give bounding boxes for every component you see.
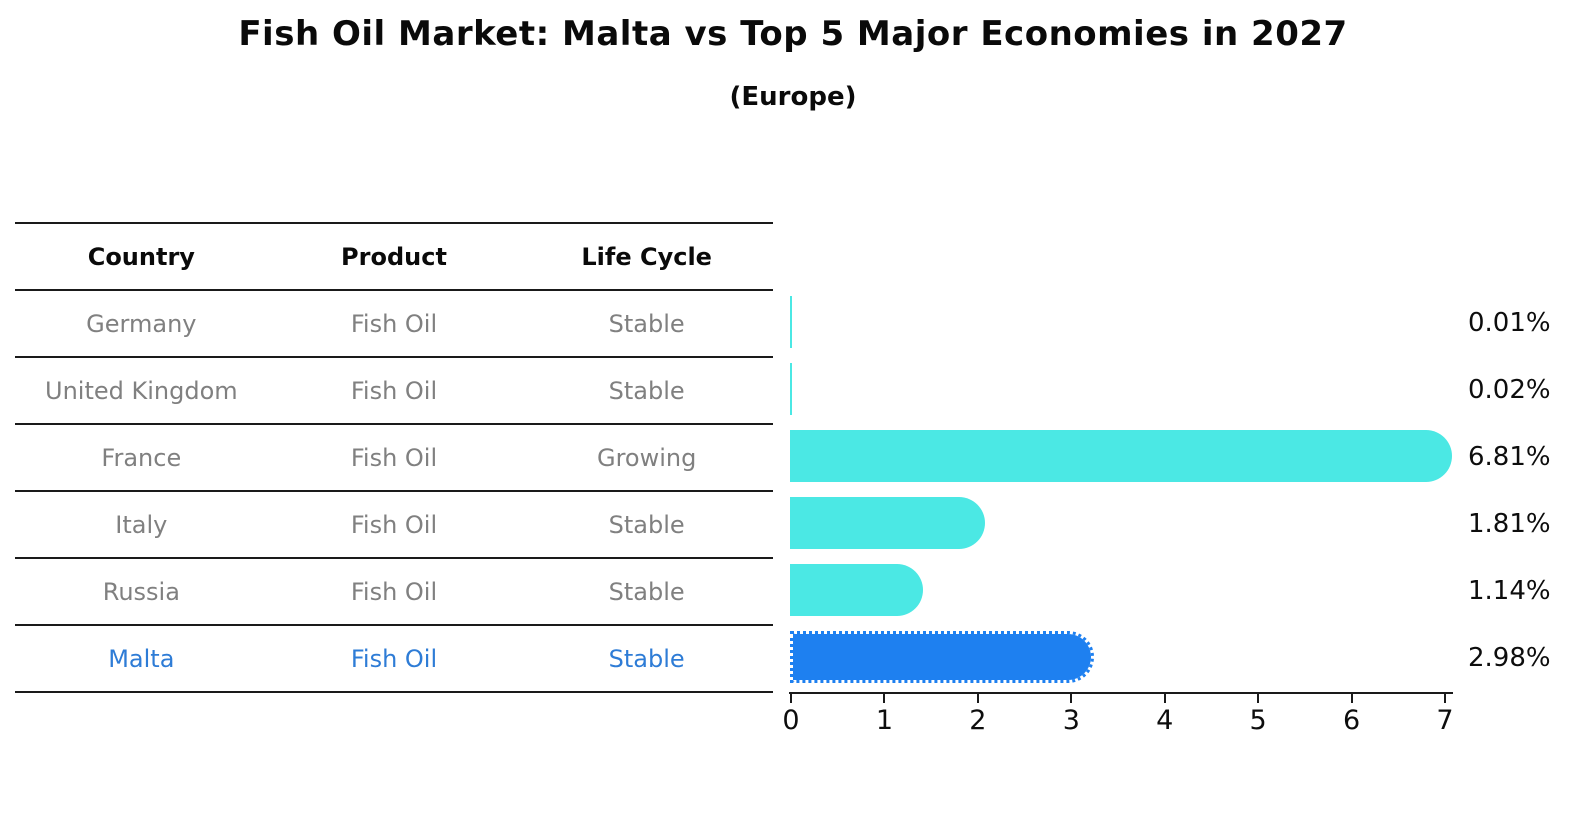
country-table: Country Product Life Cycle Germany Fish … bbox=[15, 222, 773, 693]
table-header-row: Country Product Life Cycle bbox=[15, 224, 773, 291]
column-header-product: Product bbox=[341, 242, 447, 271]
table-row-italy: Italy Fish Oil Stable bbox=[15, 492, 773, 559]
x-tick-label: 0 bbox=[782, 705, 800, 736]
x-tick bbox=[976, 694, 979, 703]
cell-product: Fish Oil bbox=[350, 309, 438, 338]
x-tick bbox=[1444, 694, 1446, 703]
bar-france bbox=[790, 430, 1453, 482]
value-label-germany: 0.01% bbox=[1468, 307, 1551, 338]
chart-subtitle: (Europe) bbox=[729, 82, 857, 112]
chart-title: Fish Oil Market: Malta vs Top 5 Major Ec… bbox=[238, 14, 1348, 54]
value-label-italy: 1.81% bbox=[1468, 508, 1551, 539]
cell-product: Fish Oil bbox=[350, 376, 438, 405]
cell-product: Fish Oil bbox=[350, 644, 438, 673]
x-tick bbox=[1257, 694, 1260, 703]
column-header-life-cycle: Life Cycle bbox=[581, 242, 712, 271]
table-row-united-kingdom: United Kingdom Fish Oil Stable bbox=[15, 358, 773, 425]
cell-product: Fish Oil bbox=[350, 443, 438, 472]
cell-country: Italy bbox=[115, 510, 168, 539]
table-row-malta: Malta Fish Oil Stable bbox=[15, 626, 773, 693]
x-axis-line bbox=[789, 692, 1453, 694]
x-tick-label: 4 bbox=[1156, 705, 1174, 736]
cell-life-cycle: Growing bbox=[596, 443, 697, 472]
table-row-france: France Fish Oil Growing bbox=[15, 425, 773, 492]
cell-life-cycle: Stable bbox=[608, 510, 685, 539]
x-tick bbox=[883, 694, 886, 703]
bar-malta bbox=[790, 631, 1095, 683]
table-row-germany: Germany Fish Oil Stable bbox=[15, 291, 773, 358]
x-tick-label: 3 bbox=[1062, 705, 1080, 736]
cell-life-cycle: Stable bbox=[608, 309, 685, 338]
x-tick-label: 6 bbox=[1342, 705, 1361, 736]
bar-russia bbox=[790, 564, 923, 616]
x-tick-label: 5 bbox=[1249, 705, 1267, 736]
x-tick bbox=[1163, 694, 1166, 703]
cell-product: Fish Oil bbox=[350, 510, 438, 539]
bar-germany bbox=[790, 296, 792, 348]
table-row-russia: Russia Fish Oil Stable bbox=[15, 559, 773, 626]
column-header-country: Country bbox=[87, 242, 195, 271]
cell-country: Russia bbox=[102, 577, 180, 606]
cell-country: Malta bbox=[108, 644, 175, 673]
cell-life-cycle: Stable bbox=[608, 644, 685, 673]
x-tick bbox=[1350, 694, 1353, 703]
x-tick bbox=[790, 694, 792, 703]
value-label-russia: 1.14% bbox=[1468, 575, 1551, 606]
x-tick-label: 7 bbox=[1436, 705, 1454, 736]
cell-country: United Kingdom bbox=[45, 376, 238, 405]
value-label-france: 6.81% bbox=[1468, 441, 1551, 472]
cell-product: Fish Oil bbox=[350, 577, 438, 606]
cell-life-cycle: Stable bbox=[608, 577, 685, 606]
x-tick-label: 1 bbox=[875, 705, 894, 736]
cell-country: France bbox=[101, 443, 182, 472]
value-label-united-kingdom: 0.02% bbox=[1468, 374, 1551, 405]
bar-italy bbox=[790, 497, 986, 549]
x-tick bbox=[1070, 694, 1073, 703]
cell-life-cycle: Stable bbox=[608, 376, 685, 405]
bar-united-kingdom bbox=[790, 363, 792, 415]
x-tick-label: 2 bbox=[969, 705, 987, 736]
cell-country: Germany bbox=[86, 309, 197, 338]
value-label-malta: 2.98% bbox=[1468, 642, 1551, 673]
